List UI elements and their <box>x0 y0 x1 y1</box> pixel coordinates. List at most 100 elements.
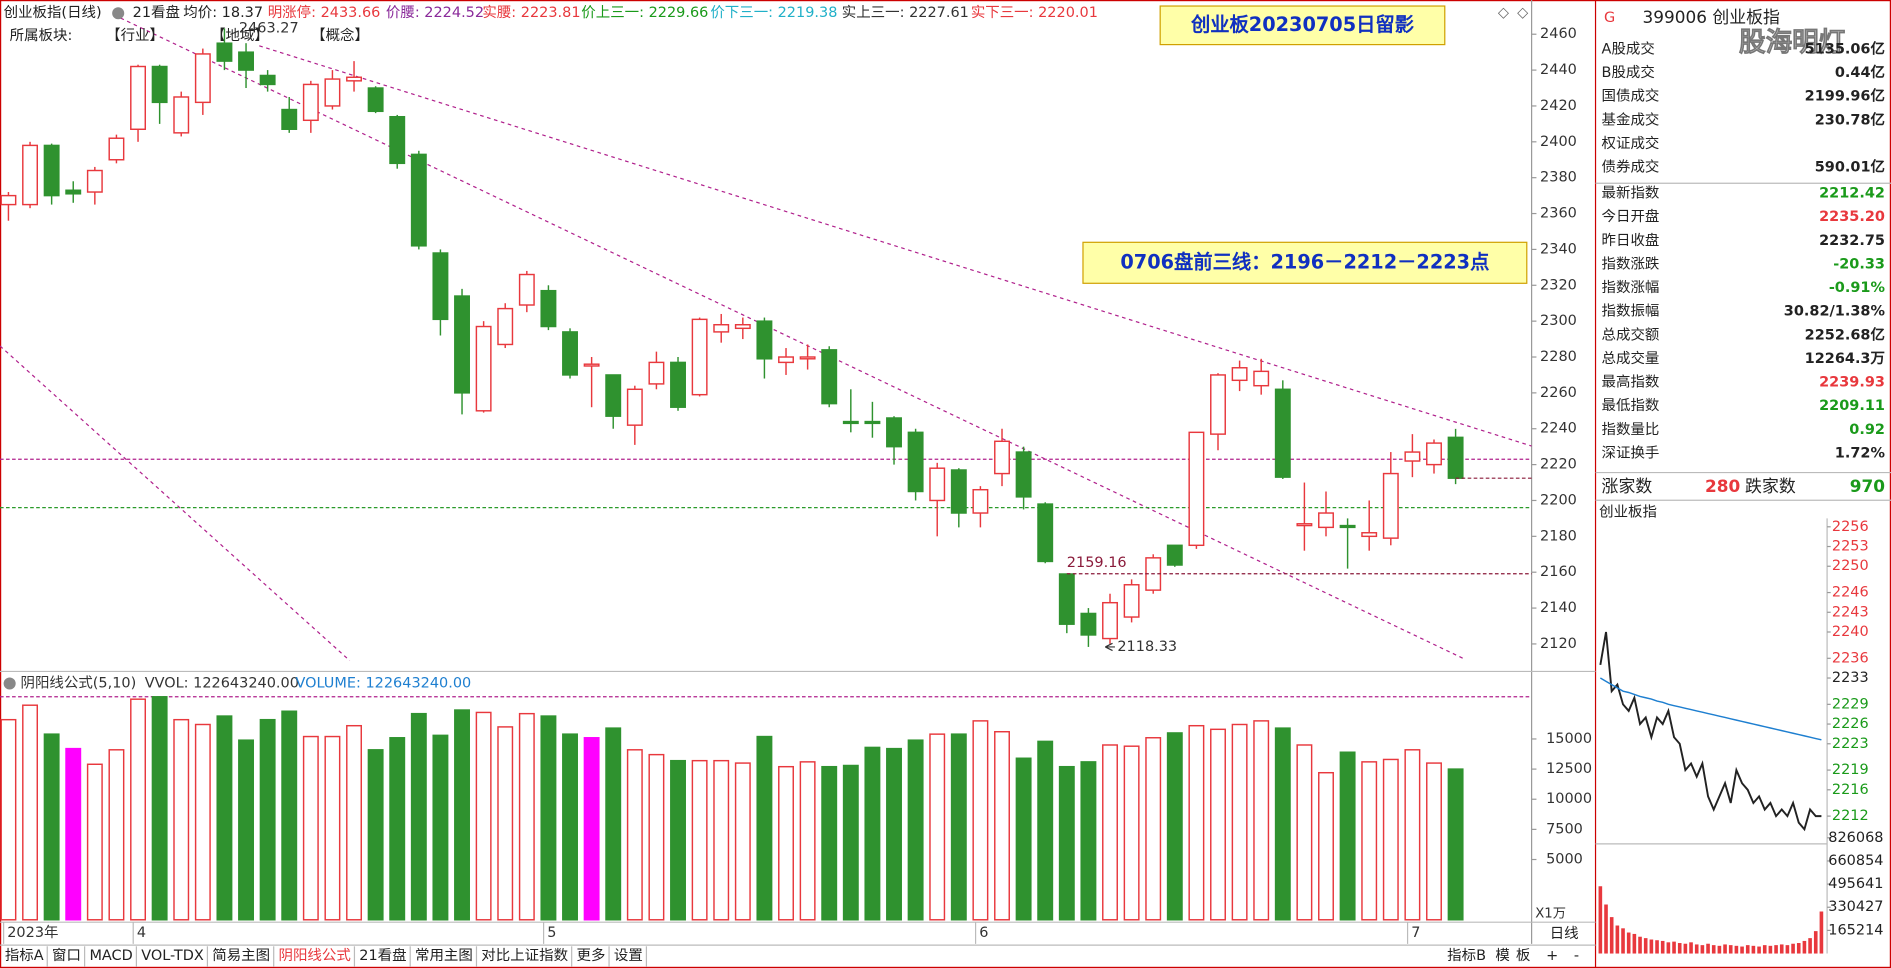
candle-body <box>1188 431 1205 547</box>
y-tick-label: 7500 <box>1546 821 1583 837</box>
zoom-button[interactable]: + <box>1546 948 1558 964</box>
candle-body <box>648 361 665 385</box>
y-tick-label: 2440 <box>1540 62 1577 78</box>
diamond-icon[interactable]: ◇ <box>1498 5 1510 21</box>
volume-bar <box>1058 765 1075 921</box>
level-annotation: 2159.16 <box>1067 555 1127 571</box>
quote-value: 5135.06亿 <box>1805 39 1885 57</box>
plan-box-text: 0706盘前三线：2196－2212－2223点 <box>1120 250 1489 273</box>
y-tick-label: 12500 <box>1546 761 1592 777</box>
close-icon[interactable]: ◇ <box>1517 5 1529 21</box>
y-tick-label: 2300 <box>1540 313 1577 329</box>
volume-label: VOLUME: 122643240.00 <box>295 676 471 692</box>
volume-bar <box>108 749 125 921</box>
quote-value: -20.33 <box>1833 256 1885 272</box>
code: 399006 创业板指 <box>1643 7 1780 27</box>
candle-body <box>1015 451 1032 498</box>
volume-bar <box>238 739 254 921</box>
toolbar-tab[interactable]: 21看盘 <box>359 946 406 964</box>
candle-body <box>734 324 751 330</box>
sector-tag[interactable]: 【行业】 <box>106 27 164 44</box>
period-label[interactable]: 日线 <box>1550 925 1579 942</box>
candle-body <box>130 65 146 130</box>
toolbar-tab[interactable]: 板 <box>1516 946 1530 964</box>
header-item: 明涨停: 2433.66 <box>268 4 381 21</box>
y2-tick-label: 165214 <box>1828 922 1883 938</box>
y-tick-label: 2240 <box>1540 421 1577 437</box>
quote-value: 590.01亿 <box>1815 158 1885 176</box>
candle-body <box>713 324 730 333</box>
quote-label: 最低指数 <box>1602 397 1660 414</box>
volume-bar <box>0 718 17 921</box>
volume-bar <box>1102 744 1118 921</box>
candle-body <box>1037 503 1054 563</box>
candle-body <box>324 78 341 107</box>
y-tick-label: 2180 <box>1540 528 1577 544</box>
candle-body <box>1382 472 1399 539</box>
toolbar-tab[interactable]: 指标A <box>5 947 44 964</box>
volume-bar <box>1426 762 1442 921</box>
volume-bar <box>821 765 838 921</box>
candle-body <box>1253 370 1270 387</box>
quote-label: 指数涨跌 <box>1602 255 1660 272</box>
volume-bar <box>1253 720 1270 921</box>
volume-bar <box>929 733 946 921</box>
toolbar-tab[interactable]: 指标B <box>1447 947 1486 964</box>
toolbar-tab[interactable]: MACD <box>89 948 132 964</box>
candle-body <box>22 144 39 206</box>
toolbar-tab[interactable]: VOL-TDX <box>141 948 204 964</box>
y-tick-label: 2229 <box>1832 696 1869 712</box>
quote-value: 0.92 <box>1849 422 1885 438</box>
breadth-value: 280 <box>1705 476 1740 496</box>
toolbar-tab[interactable]: 简易主图 <box>212 947 270 964</box>
volume-bar <box>994 731 1010 921</box>
volume-bar <box>346 724 362 921</box>
breadth-label: 涨家数 <box>1602 476 1653 496</box>
header-item: 实上三一: 2227.61 <box>842 4 969 21</box>
zoom-button[interactable]: - <box>1574 948 1579 964</box>
toolbar-tab[interactable]: 设置 <box>614 947 643 964</box>
menu-icon[interactable] <box>112 7 125 20</box>
volume-bar <box>151 696 168 921</box>
candle-body <box>454 295 470 394</box>
sector-tag[interactable]: 【地域】 <box>211 27 269 44</box>
volume-bar <box>713 759 730 921</box>
menu-icon[interactable] <box>3 677 16 690</box>
sector-tag[interactable]: 【概念】 <box>311 26 369 44</box>
y-tick-label: 2460 <box>1540 26 1577 42</box>
breadth-value: 970 <box>1850 476 1885 496</box>
toolbar-tab[interactable]: 更多 <box>577 947 606 964</box>
volume-bar <box>886 747 902 921</box>
trend-line <box>0 345 351 662</box>
quote-value: 0.44亿 <box>1835 63 1885 81</box>
volume-bar <box>367 749 384 921</box>
volume-bar <box>648 753 665 921</box>
quote-value: 1.72% <box>1835 446 1886 462</box>
toolbar-tab[interactable]: 对比上证指数 <box>481 947 568 964</box>
candle-body <box>475 325 492 412</box>
title-box <box>1159 5 1446 46</box>
volume-bar <box>518 712 535 921</box>
toolbar-tab[interactable]: 阴阳线公式 <box>279 947 351 964</box>
quote-value: 2212.42 <box>1819 186 1885 202</box>
volume-bar <box>907 739 924 921</box>
candle-body <box>1231 367 1248 382</box>
volume-bar <box>1188 724 1205 921</box>
candle-body <box>281 108 298 130</box>
x-tick-label: 6 <box>979 925 988 941</box>
volume-bar <box>43 733 60 921</box>
x-tick-label: 4 <box>137 925 146 941</box>
header-item: 价上三一: 2229.66 <box>581 4 708 21</box>
volume-bar <box>497 726 514 921</box>
candle-body <box>1274 388 1291 478</box>
candle-body <box>950 469 967 514</box>
volume-bar <box>562 733 578 921</box>
toolbar-tab[interactable]: 模 <box>1495 947 1509 964</box>
quote-label: 总成交量 <box>1602 349 1660 367</box>
volume-bar <box>1339 751 1356 921</box>
header-item: 价腰: 2224.52 <box>386 5 484 21</box>
volume-bar <box>540 715 557 921</box>
toolbar-tab[interactable]: 常用主图 <box>415 947 473 964</box>
toolbar-tab[interactable]: 窗口 <box>52 946 81 964</box>
candle-body <box>972 488 989 514</box>
